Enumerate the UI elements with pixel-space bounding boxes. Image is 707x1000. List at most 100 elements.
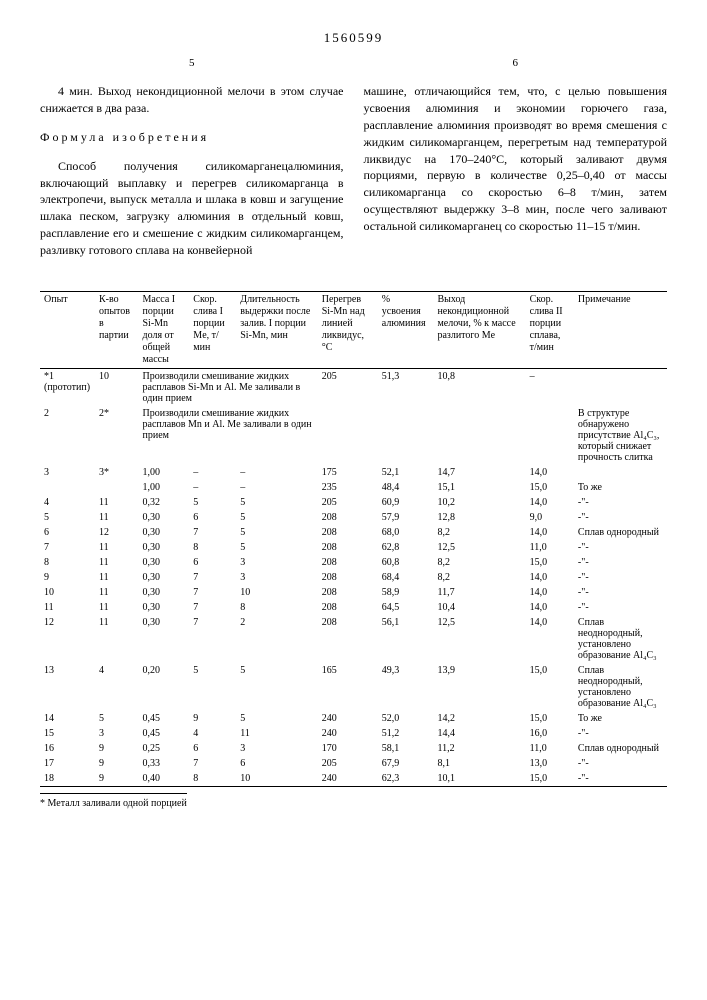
table-cell: 5	[236, 495, 317, 510]
table-cell: 56,1	[378, 615, 434, 663]
table-cell: 8	[40, 555, 95, 570]
table-cell: 208	[318, 555, 378, 570]
table-cell: 48,4	[378, 480, 434, 495]
th-skor2: Скор. слива II порции сплава, т/мин	[526, 291, 574, 368]
table-cell: 17	[40, 756, 95, 771]
table-cell: -"-	[574, 570, 667, 585]
table-cell: 3	[236, 555, 317, 570]
table-row: 1790,337620567,98,113,0-"-	[40, 756, 667, 771]
table-cell: 60,8	[378, 555, 434, 570]
table-cell: 0,20	[139, 663, 190, 711]
table-cell: 18	[40, 771, 95, 787]
table-cell: 14,7	[433, 465, 525, 480]
table-row: 4110,325520560,910,214,0-"-	[40, 495, 667, 510]
table-cell: То же	[574, 480, 667, 495]
table-cell: 49,3	[378, 663, 434, 711]
table-cell: 15,1	[433, 480, 525, 495]
table-cell: 1,00	[139, 465, 190, 480]
table-cell: 2	[236, 615, 317, 663]
table-cell: 7	[189, 600, 236, 615]
table-row: 33*1,00––17552,114,714,0	[40, 465, 667, 480]
table-cell: 11	[95, 540, 139, 555]
table-row: 1340,205516549,313,915,0Сплав неоднородн…	[40, 663, 667, 711]
table-cell: 0,30	[139, 555, 190, 570]
table-cell: 3	[236, 570, 317, 585]
table-cell: 14,2	[433, 711, 525, 726]
table-cell: 9	[95, 756, 139, 771]
left-column: 5 4 мин. Выход некондиционной мелочи в э…	[40, 56, 344, 271]
table-cell: -"-	[574, 756, 667, 771]
table-cell: 15,0	[526, 663, 574, 711]
table-header-row: Опыт К-во опытов в партии Масса I порции…	[40, 291, 667, 368]
table-cell: Сплав неоднородный, установлено образова…	[574, 615, 667, 663]
table-cell	[378, 406, 434, 465]
table-cell: 8,2	[433, 525, 525, 540]
table-cell: В структуре обнаружено присутствие Al₄C₃…	[574, 406, 667, 465]
table-row: 22*Производили смешивание жидких расплав…	[40, 406, 667, 465]
table-cell: -"-	[574, 540, 667, 555]
table-cell: 0,32	[139, 495, 190, 510]
table-cell: 9,0	[526, 510, 574, 525]
table-cell: -"-	[574, 585, 667, 600]
table-cell: 0,30	[139, 525, 190, 540]
table-body: *1 (прототип)10Производили смешивание жи…	[40, 368, 667, 786]
table-cell: 1,00	[139, 480, 190, 495]
table-cell: 11,2	[433, 741, 525, 756]
table-row: 5110,306520857,912,89,0-"-	[40, 510, 667, 525]
table-cell: 7	[189, 585, 236, 600]
table-cell: 16,0	[526, 726, 574, 741]
table-cell: 3*	[95, 465, 139, 480]
table-cell: 62,8	[378, 540, 434, 555]
table-row: 12110,307220856,112,514,0Сплав неоднород…	[40, 615, 667, 663]
table-cell	[526, 406, 574, 465]
table-cell: 0,30	[139, 570, 190, 585]
table-cell: 235	[318, 480, 378, 495]
table-cell: 57,9	[378, 510, 434, 525]
table-cell: -"-	[574, 726, 667, 741]
table-cell: 10,8	[433, 368, 525, 406]
table-cell: 13	[40, 663, 95, 711]
table-cell	[574, 465, 667, 480]
col-num-left: 5	[40, 56, 344, 71]
table-cell: 6	[40, 525, 95, 540]
table-cell: 13,0	[526, 756, 574, 771]
table-cell: 11,7	[433, 585, 525, 600]
table-cell: 4	[95, 663, 139, 711]
table-cell: 170	[318, 741, 378, 756]
table-cell: 9	[95, 771, 139, 787]
table-cell: 0,30	[139, 510, 190, 525]
th-dlit: Длительность выдержки после залив. I пор…	[236, 291, 317, 368]
table-cell: 12	[95, 525, 139, 540]
table-cell: 11	[95, 510, 139, 525]
table-cell: 8	[236, 600, 317, 615]
table-cell: 16	[40, 741, 95, 756]
table-cell: 11,0	[526, 540, 574, 555]
th-vykhod: Выход некондиционной мелочи, % к массе р…	[433, 291, 525, 368]
table-cell: 52,0	[378, 711, 434, 726]
table-row: 1450,459524052,014,215,0То же	[40, 711, 667, 726]
table-cell: 58,9	[378, 585, 434, 600]
table-cell: 15,0	[526, 771, 574, 787]
table-cell: 3	[40, 465, 95, 480]
table-cell: 2	[40, 406, 95, 465]
table-cell: 208	[318, 525, 378, 540]
table-footnote: * Металл заливали одной порцией	[40, 793, 187, 809]
table-row: 1,00––23548,415,115,0То же	[40, 480, 667, 495]
table-cell: 6	[189, 741, 236, 756]
table-cell: 12	[40, 615, 95, 663]
table-cell: 5	[189, 495, 236, 510]
table-cell: 5	[236, 663, 317, 711]
table-cell: 10	[236, 585, 317, 600]
table-cell: 10	[236, 771, 317, 787]
formula-title: Формула изобретения	[40, 129, 344, 146]
table-cell: 14,4	[433, 726, 525, 741]
table-cell: То же	[574, 711, 667, 726]
table-cell: 3	[95, 726, 139, 741]
table-cell: 205	[318, 495, 378, 510]
table-cell: –	[236, 480, 317, 495]
table-cell: 13,9	[433, 663, 525, 711]
table-cell: 0,30	[139, 585, 190, 600]
table-cell: 14,0	[526, 615, 574, 663]
table-cell: 175	[318, 465, 378, 480]
table-cell: 0,40	[139, 771, 190, 787]
